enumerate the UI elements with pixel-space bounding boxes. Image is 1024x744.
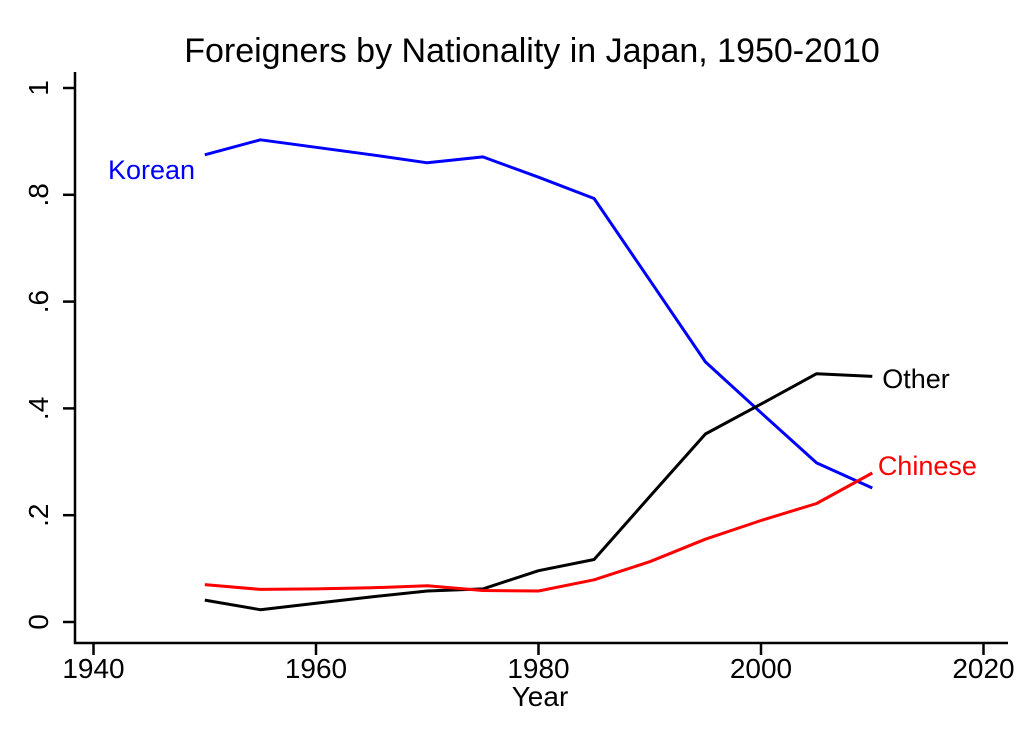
- chinese-label: Chinese: [878, 451, 977, 481]
- x-axis-label: Year: [512, 681, 569, 712]
- chart-title: Foreigners by Nationality in Japan, 1950…: [184, 32, 880, 70]
- korean-line: [204, 138, 873, 490]
- series-labels: Korean Other Chinese: [108, 155, 977, 481]
- x-tick-label: 1980: [507, 653, 569, 684]
- series-lines: [204, 138, 874, 612]
- y-tick-label: 0: [23, 614, 54, 630]
- x-tick-label: 2000: [730, 653, 792, 684]
- x-tick-label: 1940: [62, 653, 124, 684]
- x-tick-label: 2020: [952, 653, 1014, 684]
- chinese-line: [204, 471, 874, 593]
- y-tick-label: 1: [23, 80, 54, 96]
- other-label: Other: [882, 364, 950, 394]
- korean-label: Korean: [108, 155, 195, 185]
- y-tick-label: .4: [23, 397, 54, 420]
- y-tick-label: .8: [23, 183, 54, 206]
- y-tick-label: .2: [23, 504, 54, 527]
- axes: 1940 1960 1980 2000 2020 0 .2 .4 .6 .8 1: [23, 72, 1015, 684]
- y-tick-label: .6: [23, 290, 54, 313]
- axis-spine: [73, 72, 1008, 645]
- x-tick-label: 1960: [285, 653, 347, 684]
- other-line: [204, 372, 873, 612]
